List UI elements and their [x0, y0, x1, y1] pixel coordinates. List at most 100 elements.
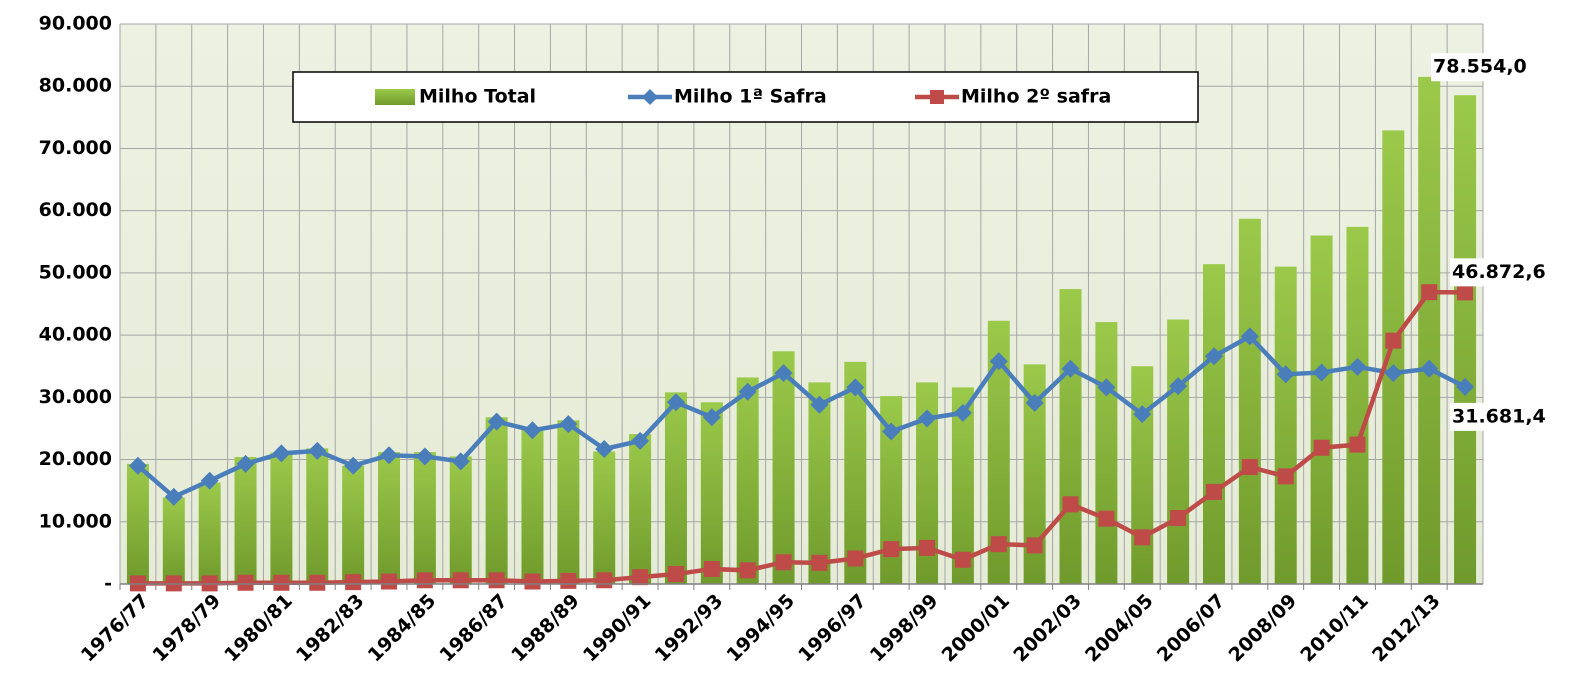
marker	[882, 422, 901, 441]
marker	[595, 439, 614, 458]
marker	[524, 573, 541, 590]
marker	[344, 456, 363, 475]
x-tick-label: 1978/79	[149, 590, 226, 667]
marker	[990, 536, 1007, 553]
marker	[1420, 359, 1439, 378]
marker	[452, 572, 469, 589]
marker	[1384, 364, 1403, 383]
marker	[774, 364, 793, 383]
marker	[1062, 496, 1079, 513]
x-tick-label: 1990/91	[579, 590, 656, 667]
y-tick-label: 20.000	[39, 448, 112, 470]
marker	[596, 572, 613, 589]
bar	[449, 456, 472, 584]
x-tick-label: 1976/77	[77, 590, 154, 667]
bar	[844, 361, 867, 584]
x-tick-label: 2008/09	[1225, 590, 1302, 667]
legend: Milho Total Milho 1ª Safra Milho 2º safra	[292, 71, 1199, 123]
x-tick-label: 2012/13	[1368, 590, 1445, 667]
marker	[702, 408, 721, 427]
marker	[1240, 327, 1259, 346]
marker	[560, 572, 577, 589]
data-label: 31.681,4	[1452, 405, 1546, 427]
marker	[1348, 357, 1367, 376]
marker	[1170, 510, 1187, 527]
y-tick-label: 30.000	[39, 386, 112, 408]
marker	[1241, 459, 1258, 476]
marker	[918, 409, 937, 428]
y-tick-label: 70.000	[39, 137, 112, 159]
marker	[666, 393, 685, 412]
marker	[954, 551, 971, 568]
marker	[200, 471, 219, 490]
bar	[342, 465, 365, 584]
marker	[1205, 483, 1222, 500]
legend-label: Milho 1ª Safra	[674, 86, 827, 108]
marker	[847, 550, 864, 567]
marker	[272, 444, 291, 463]
marker	[1276, 365, 1295, 384]
marker	[1349, 436, 1366, 453]
y-tick-label: 80.000	[39, 75, 112, 97]
marker	[739, 562, 756, 579]
marker	[236, 454, 255, 473]
marker	[1098, 510, 1115, 527]
bar	[664, 392, 687, 584]
bar	[270, 452, 293, 584]
bar	[1131, 366, 1154, 584]
x-tick-label: 1996/97	[794, 590, 871, 667]
bar	[198, 482, 221, 584]
x-tick-label: 2010/11	[1296, 590, 1373, 667]
marker	[1457, 284, 1474, 301]
data-label: 78.554,0	[1433, 56, 1527, 78]
marker	[919, 539, 936, 556]
marker	[309, 574, 326, 591]
marker	[523, 421, 542, 440]
marker	[559, 415, 578, 434]
data-label: 46.872,6	[1452, 261, 1546, 283]
bar	[808, 382, 831, 584]
x-tick-label: 1994/95	[722, 590, 799, 667]
marker	[308, 441, 327, 460]
marker	[415, 447, 434, 466]
x-tick-label: 1984/85	[364, 590, 441, 667]
marker	[237, 574, 254, 591]
x-tick-label: 1980/81	[220, 590, 297, 667]
marker	[1313, 439, 1330, 456]
marker	[1025, 393, 1044, 412]
label-bg	[1450, 258, 1566, 287]
x-tick-label: 1982/83	[292, 590, 369, 667]
bar	[1454, 95, 1477, 585]
bar	[1059, 289, 1082, 584]
bar	[1238, 218, 1261, 584]
bar	[736, 377, 759, 584]
bar	[485, 417, 508, 584]
x-tick-label: 1988/89	[507, 590, 584, 667]
marker	[811, 554, 828, 571]
x-tick-label: 2004/05	[1081, 590, 1158, 667]
x-tick-label: 1998/99	[866, 590, 943, 667]
marker	[487, 412, 506, 431]
bar	[1095, 322, 1118, 584]
y-tick-label: 50.000	[39, 261, 112, 283]
bar	[1023, 364, 1046, 584]
bar	[987, 320, 1010, 584]
marker	[846, 378, 865, 397]
marker	[1134, 529, 1151, 546]
y-tick-label: 40.000	[39, 324, 112, 346]
y-tick-label: 90.000	[39, 13, 112, 35]
label-bg	[1450, 402, 1566, 431]
marker	[989, 352, 1008, 371]
bar	[162, 497, 185, 584]
x-tick-label: 1992/93	[651, 590, 728, 667]
legend-swatch	[375, 89, 415, 105]
marker	[416, 572, 433, 589]
legend-marker	[642, 89, 658, 105]
marker	[1204, 347, 1223, 366]
marker	[1133, 405, 1152, 424]
marker	[631, 431, 650, 450]
bar	[1202, 264, 1225, 584]
bar	[378, 452, 401, 584]
x-tick-label: 1986/87	[435, 590, 512, 667]
legend-label: Milho Total	[419, 86, 536, 108]
